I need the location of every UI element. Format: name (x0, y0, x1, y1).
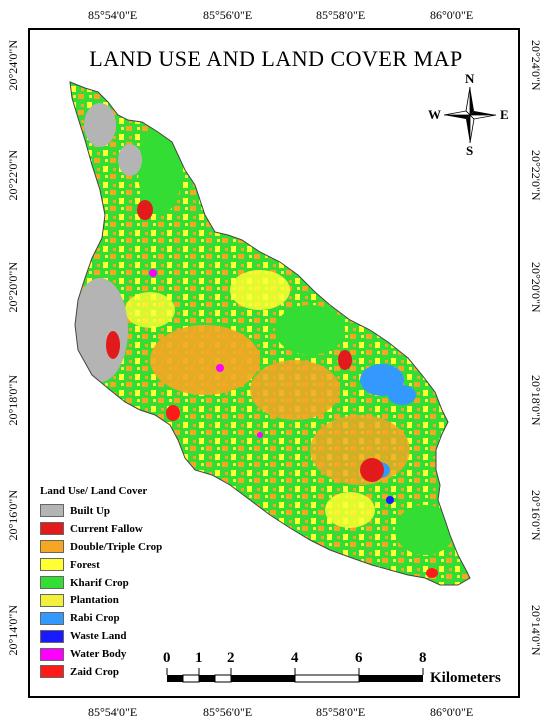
scale-label-2: 2 (227, 650, 235, 666)
legend-item: Water Body (40, 645, 162, 663)
legend-label: Built Up (70, 504, 111, 517)
legend-swatch (40, 540, 64, 554)
scale-unit: Kilometers (430, 670, 501, 686)
legend-label: Zaid Crop (70, 665, 120, 678)
scale-label-1: 1 (195, 650, 203, 666)
scale-label-6: 6 (355, 650, 363, 666)
legend-item: Built Up (40, 502, 162, 520)
map-title: LAND USE AND LAND COVER MAP (89, 46, 463, 71)
legend-swatch (40, 611, 64, 625)
legend-label: Waste Land (70, 630, 127, 643)
compass-south: S (466, 143, 474, 158)
legend-swatch (40, 576, 64, 589)
compass-rose-icon (443, 86, 497, 144)
legend: Land Use/ Land Cover Built Up Current Fal… (40, 485, 162, 681)
legend-swatch (40, 522, 64, 536)
legend-label: Rabi Crop (70, 612, 120, 625)
legend-swatch (40, 629, 64, 643)
compass-north: N (465, 71, 475, 86)
lon-label-bottom-2: 85°56'0"E (203, 705, 253, 719)
legend-item: Waste Land (40, 627, 162, 645)
lat-label-right-5: 20°16'0"N (529, 490, 543, 541)
lat-label-left-6: 20°14'0"N (6, 605, 20, 656)
legend-swatch (40, 665, 64, 679)
scale-bar (166, 668, 424, 683)
lon-label-top-1: 85°54'0"E (88, 8, 138, 22)
legend-swatch (40, 558, 64, 572)
land-cover-map (69, 81, 471, 683)
lon-label-top-3: 85°58'0"E (316, 8, 366, 22)
scale-label-8: 8 (419, 650, 427, 666)
scale-label-4: 4 (291, 650, 299, 666)
legend-item: Rabi Crop (40, 609, 162, 627)
lat-label-left-3: 20°20'0"N (6, 262, 20, 313)
legend-swatch (40, 647, 64, 661)
lon-label-top-2: 85°56'0"E (203, 8, 253, 22)
legend-item: Plantation (40, 591, 162, 609)
lat-label-right-1: 20°24'0"N (529, 40, 543, 91)
legend-item: Double/Triple Crop (40, 538, 162, 556)
legend-item: Forest (40, 556, 162, 574)
legend-label: Kharif Crop (70, 576, 129, 589)
legend-item: Current Fallow (40, 520, 162, 538)
north-arrow: N S W E (428, 71, 510, 158)
legend-label: Forest (70, 558, 100, 571)
lon-label-bottom-3: 85°58'0"E (316, 705, 366, 719)
legend-item: Zaid Crop (40, 663, 162, 681)
lon-label-bottom-4: 86°0'0"E (430, 705, 474, 719)
legend-title: Land Use/ Land Cover (40, 485, 148, 497)
compass-east: E (500, 107, 509, 122)
legend-swatch (40, 504, 64, 518)
lat-label-left-2: 20°22'0"N (6, 150, 20, 201)
lat-label-left-4: 20°18'0"N (6, 375, 20, 426)
legend-label: Double/Triple Crop (70, 540, 163, 553)
lat-label-left-5: 20°16'0"N (6, 490, 20, 541)
map-frame: LAND USE AND LAND COVER MAP N S W E Land… (28, 28, 520, 698)
legend-label: Water Body (70, 648, 127, 661)
lat-label-right-2: 20°22'0"N (529, 150, 543, 201)
lon-label-top-4: 86°0'0"E (430, 8, 474, 22)
lon-label-bottom-1: 85°54'0"E (88, 705, 138, 719)
lat-label-right-3: 20°20'0"N (529, 262, 543, 313)
legend-item: Kharif Crop (40, 574, 162, 592)
legend-label: Plantation (70, 594, 119, 607)
legend-swatch (40, 593, 64, 607)
lat-label-right-6: 20°14'0"N (529, 605, 543, 656)
legend-label: Current Fallow (70, 522, 143, 535)
scale-label-0: 0 (163, 650, 171, 666)
compass-west: W (428, 107, 441, 122)
lat-label-right-4: 20°18'0"N (529, 375, 543, 426)
lat-label-left-1: 20°24'0"N (6, 40, 20, 91)
